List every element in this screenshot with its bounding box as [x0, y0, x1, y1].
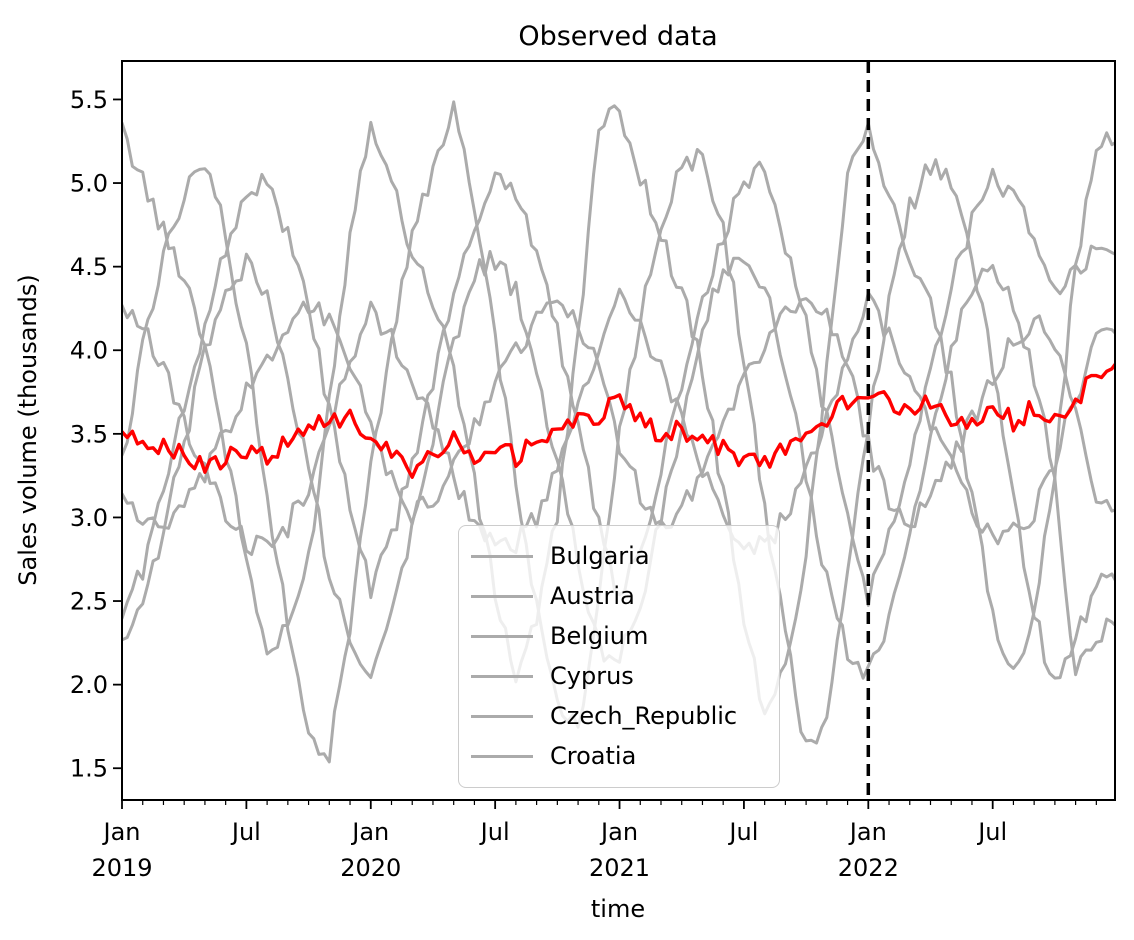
y-tick-label: 3.5: [70, 420, 108, 448]
legend-line-swatch: [471, 674, 533, 678]
y-tick-label: 2.0: [70, 671, 108, 699]
x-tick-label: Jan: [350, 818, 389, 846]
series-line-Czech_Republic: [122, 287, 1115, 556]
legend-line-swatch: [471, 594, 533, 598]
y-tick-label: 2.5: [70, 588, 108, 616]
chart-title: Observed data: [518, 21, 717, 52]
y-tick-label: 4.0: [70, 337, 108, 365]
y-tick-label: 3.0: [70, 504, 108, 532]
x-tick-year-label: 2021: [589, 854, 650, 882]
series-line-Belgium: [122, 297, 1115, 530]
x-tick-year-label: 2019: [91, 854, 152, 882]
x-tick-year-label: 2022: [838, 854, 899, 882]
legend-item-label: Cyprus: [550, 662, 634, 690]
legend-line-swatch: [471, 714, 533, 718]
x-tick-year-label: 2020: [340, 854, 401, 882]
legend-item-label: Czech_Republic: [550, 702, 738, 730]
legend-item: Bulgaria: [471, 536, 779, 576]
x-tick-label: Jan: [848, 818, 887, 846]
x-tick-label: Jul: [727, 818, 758, 846]
tick-labels: 1.5 2.0 2.5 3.0 3.5 4.0 4.5 5.0 5.5 Jan 2019 Jul Jan…: [70, 86, 1007, 882]
x-tick-label: Jan: [102, 818, 141, 846]
legend-item: Austria: [471, 576, 779, 616]
x-tick-label: Jan: [599, 818, 638, 846]
x-tick-label: Jul: [976, 818, 1007, 846]
series-line-highlighted: [122, 362, 1115, 479]
y-tick-label: 5.0: [70, 170, 108, 198]
plot-frame: [121, 60, 1116, 801]
legend-item: Belgium: [471, 616, 779, 656]
legend-line-swatch: [471, 554, 533, 558]
y-axis-label: Sales volume (thousands): [14, 274, 42, 585]
legend-item: Cyprus: [471, 656, 779, 696]
legend-line-swatch: [471, 754, 533, 758]
legend-item: Croatia: [471, 736, 779, 776]
axes-frame-and-ticks: [113, 60, 1116, 809]
y-tick-label: 4.5: [70, 253, 108, 281]
y-tick-label: 5.5: [70, 86, 108, 114]
legend-line-swatch: [471, 634, 533, 638]
legend: Bulgaria Austria Belgium Cyprus Czech_Republ…: [458, 525, 780, 788]
x-tick-label: Jul: [479, 818, 510, 846]
legend-item-label: Belgium: [550, 622, 649, 650]
x-axis-label: time: [591, 895, 645, 923]
legend-item-label: Croatia: [550, 742, 637, 770]
series-line-Cyprus: [122, 100, 1115, 764]
legend-item-label: Austria: [550, 582, 635, 610]
legend-item: Czech_Republic: [471, 696, 779, 736]
x-tick-label: Jul: [230, 818, 261, 846]
legend-item-label: Bulgaria: [550, 542, 650, 570]
y-tick-label: 1.5: [70, 755, 108, 783]
